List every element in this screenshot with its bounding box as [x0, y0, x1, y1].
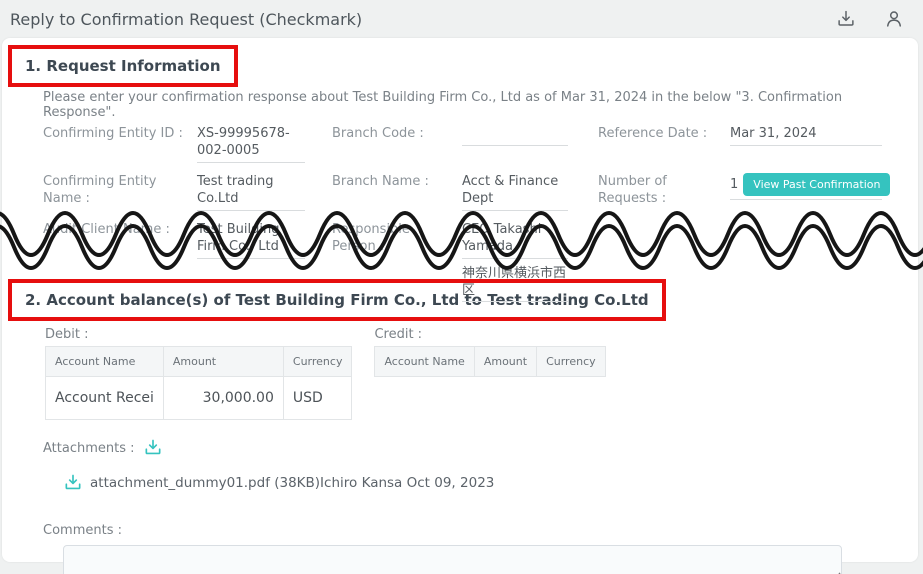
attachment-item[interactable]: attachment_dummy01.pdf (38KB)Ichiro Kans… — [63, 473, 918, 493]
debit-table-row: Account Recei 30,000.00 USD — [45, 376, 353, 420]
field-value-branch-name: Acct & Finance Dept — [462, 173, 598, 211]
section1-heading: 1. Request Information — [25, 57, 221, 75]
attachment-filename: attachment_dummy01.pdf (38KB)Ichiro Kans… — [90, 475, 495, 491]
download-icon[interactable] — [835, 8, 857, 30]
balance-tables: Debit : Account Name Amount Currency Acc… — [45, 327, 918, 420]
field-value-reference-date: Mar 31, 2024 — [730, 125, 882, 163]
field-label-responsible-person: Responsible Person : — [332, 222, 410, 254]
credit-table: Account Name Amount Currency — [374, 346, 606, 377]
debit-cell-amount: 30,000.00 — [162, 376, 284, 420]
field-text: Test trading Co.Ltd — [197, 173, 305, 211]
user-icon[interactable] — [883, 8, 905, 30]
credit-block: Credit : Account Name Amount Currency — [374, 327, 606, 377]
section2-heading: 2. Account balance(s) of Test Building F… — [25, 291, 649, 309]
header-icons — [835, 8, 905, 30]
field-label-audit-client-name: Audit Client Name : — [43, 222, 170, 237]
field-value-branch-code — [462, 125, 598, 163]
download-icon[interactable] — [63, 473, 83, 493]
view-past-confirmation-button[interactable]: View Past Confirmation — [743, 173, 891, 196]
debit-header-currency: Currency — [282, 346, 353, 377]
section1-heading-box: 1. Request Information — [8, 45, 238, 87]
field-text: Acct & Finance Dept — [462, 173, 568, 211]
credit-header-amount: Amount — [473, 346, 538, 377]
debit-cell-currency: USD — [282, 376, 353, 420]
field-value-empty — [730, 221, 882, 259]
request-info-form: Confirming Entity ID : XS-99995678-002-0… — [43, 125, 918, 302]
responsible-person-address: 神奈川県横浜市西 区 — [462, 265, 568, 302]
field-text: Mar 31, 2024 — [730, 125, 882, 146]
field-text — [462, 125, 568, 146]
field-text: 1 — [730, 177, 739, 192]
field-text: XS-99995678-002-0005 — [197, 125, 305, 163]
page-header: Reply to Confirmation Request (Checkmark… — [0, 0, 923, 38]
download-icon[interactable] — [143, 438, 163, 458]
page-title: Reply to Confirmation Request (Checkmark… — [10, 9, 363, 29]
comments-textarea[interactable] — [63, 545, 842, 574]
field-text: Test Building Firm Co., Ltd — [197, 221, 305, 259]
debit-header-account-name: Account Name — [45, 346, 164, 377]
comments-label: Comments : — [43, 523, 122, 538]
field-text: CEO Takashi Yamada — [462, 221, 568, 259]
credit-header-currency: Currency — [536, 346, 606, 377]
field-value-responsible-person: CEO Takashi Yamada 神奈川県横浜市西 区 — [462, 221, 598, 302]
debit-cell-account-name: Account Recei — [45, 376, 164, 420]
credit-header-account-name: Account Name — [374, 346, 475, 377]
section1-intro: Please enter your confirmation response … — [43, 90, 843, 120]
credit-label: Credit : — [374, 327, 423, 342]
debit-table: Account Name Amount Currency Account Rec… — [45, 346, 353, 420]
debit-label: Debit : — [45, 327, 89, 342]
field-label-confirming-entity-name: Confirming Entity Name : — [43, 174, 157, 206]
debit-block: Debit : Account Name Amount Currency Acc… — [45, 327, 353, 420]
field-value-confirming-entity-name: Test trading Co.Ltd — [197, 173, 332, 211]
field-label-reference-date: Reference Date : — [598, 126, 708, 141]
field-label-branch-code: Branch Code : — [332, 126, 424, 141]
main-card: 1. Request Information Please enter your… — [2, 38, 918, 574]
section2-heading-box: 2. Account balance(s) of Test Building F… — [8, 279, 666, 321]
field-value-confirming-entity-id: XS-99995678-002-0005 — [197, 125, 332, 163]
field-value-number-of-requests: 1 View Past Confirmation — [730, 173, 891, 211]
attachments-label: Attachments : — [43, 440, 135, 456]
debit-header-amount: Amount — [162, 346, 284, 377]
field-label-number-of-requests: Number of Requests : — [598, 174, 667, 206]
field-label-branch-name: Branch Name : — [332, 174, 429, 189]
field-label-empty — [598, 221, 730, 259]
field-label-confirming-entity-id: Confirming Entity ID : — [43, 126, 183, 141]
attachments-header: Attachments : — [43, 438, 918, 458]
field-value-audit-client-name: Test Building Firm Co., Ltd — [197, 221, 332, 259]
